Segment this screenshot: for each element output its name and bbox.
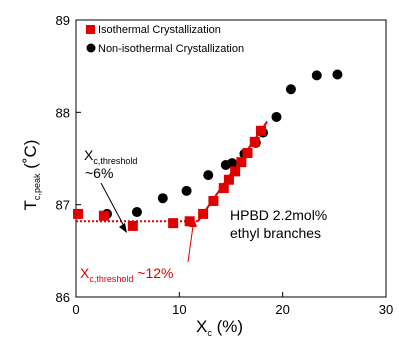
legend-label-nonisothermal: Non-isothermal Crystallization — [98, 43, 244, 55]
y-axis-label: Tc,peak (˚C) — [21, 140, 42, 211]
point-isothermal — [208, 195, 219, 206]
x-tick-label: 10 — [172, 302, 186, 317]
legend-label-isothermal: Isothermal Crystallization — [98, 24, 221, 36]
point-isothermal — [236, 157, 247, 168]
y-tick-label: 87 — [56, 198, 70, 213]
annotation-black-arrow-head — [119, 223, 127, 233]
point-isothermal — [168, 218, 179, 229]
plot-area — [75, 19, 387, 298]
point-isothermal — [73, 208, 84, 219]
point-isothermal — [249, 136, 260, 147]
annotation-sample-line2: ethyl branches — [230, 225, 321, 241]
point-nonisothermal — [203, 170, 214, 181]
point-nonisothermal — [285, 84, 296, 95]
legend-marker-nonisothermal — [86, 43, 96, 53]
point-nonisothermal — [227, 158, 238, 169]
y-axis-ticks: 86 87 88 89 — [56, 13, 81, 305]
x-tick-label: 0 — [72, 302, 79, 317]
point-isothermal — [218, 183, 229, 194]
annotation-red-threshold-label: Xc,threshold ~12% — [80, 265, 173, 284]
point-isothermal — [98, 210, 109, 221]
annotation-red-threshold: Xc,threshold ~12% — [80, 219, 197, 284]
point-isothermal — [255, 125, 266, 136]
annotation-black-arrow-shaft — [100, 182, 126, 229]
point-nonisothermal — [332, 69, 343, 80]
point-isothermal — [230, 166, 241, 177]
x-axis-label: Xc (%) — [196, 317, 243, 338]
x-tick-label: 20 — [275, 302, 289, 317]
annotation-red-arrow-head — [189, 219, 197, 227]
point-nonisothermal — [131, 207, 142, 218]
annotation-black-threshold-label: Xc,threshold — [84, 147, 137, 166]
point-isothermal — [223, 174, 234, 185]
legend: Isothermal Crystallization Non-isotherma… — [86, 24, 244, 55]
y-tick-label: 89 — [56, 13, 70, 28]
legend-marker-isothermal — [86, 25, 95, 34]
point-isothermal — [198, 208, 209, 219]
point-nonisothermal — [181, 185, 192, 196]
point-isothermal — [127, 220, 138, 231]
data-points — [73, 69, 343, 231]
x-tick-label: 30 — [379, 302, 393, 317]
point-nonisothermal — [157, 193, 168, 204]
x-axis-ticks: 0 10 20 30 — [72, 292, 393, 317]
point-nonisothermal — [271, 111, 282, 122]
y-tick-label: 86 — [56, 290, 70, 305]
point-isothermal — [184, 216, 195, 227]
point-isothermal — [242, 147, 253, 158]
y-tick-label: 88 — [56, 105, 70, 120]
point-nonisothermal — [311, 70, 322, 81]
annotation-black-threshold: Xc,threshold ~6% — [84, 147, 137, 233]
annotation-red-arrow-shaft — [187, 225, 194, 263]
annotation-black-threshold-value: ~6% — [85, 165, 113, 181]
annotation-sample-line1: HPBD 2.2mol% — [230, 207, 327, 223]
